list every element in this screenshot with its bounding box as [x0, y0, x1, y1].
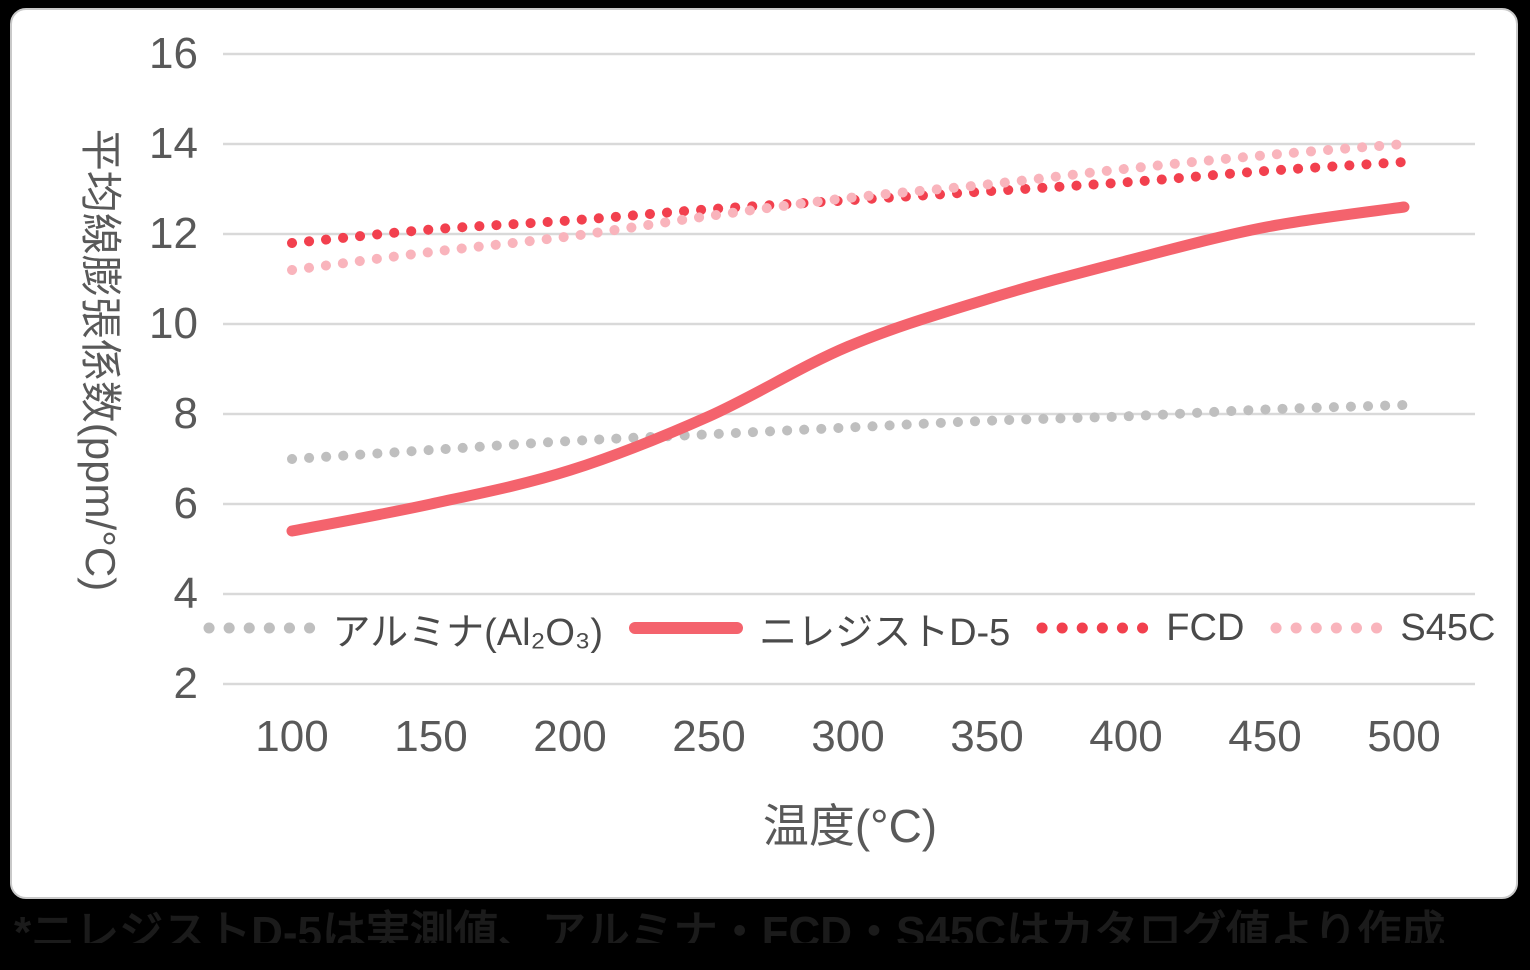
y-tick-label: 2	[173, 659, 198, 708]
x-tick-label: 100	[255, 712, 329, 761]
caption: *ニレジストD-5は実測値、アルミナ・FCD・S45Cはカタログ値より作成	[14, 908, 1446, 943]
x-tick-label: 300	[811, 712, 885, 761]
legend-label-fcd: FCD	[1166, 606, 1245, 649]
legend-item-fcd: FCD	[1036, 607, 1244, 650]
y-tick-label: 12	[149, 209, 198, 258]
y-tick-label: 16	[149, 29, 198, 78]
y-tick-label: 10	[149, 299, 198, 348]
x-tick-label: 150	[394, 712, 468, 761]
x-tick-label: 400	[1089, 712, 1163, 761]
legend-swatch-alumina	[203, 622, 317, 634]
y-tick-label: 4	[173, 569, 198, 618]
legend-label-niresist-d5: ニレジストD-5	[759, 611, 1011, 654]
legend-label-s45c: S45C	[1400, 606, 1496, 649]
x-tick-label: 350	[950, 712, 1024, 761]
x-tick-label: 200	[533, 712, 607, 761]
x-axis-title: 温度(°C)	[762, 800, 938, 852]
y-tick-label: 6	[173, 479, 198, 528]
x-tick-label: 250	[672, 712, 746, 761]
y-tick-label: 8	[173, 389, 198, 438]
legend-swatch-niresist-d5	[629, 622, 744, 634]
chart-card	[10, 8, 1518, 899]
x-tick-label: 500	[1367, 712, 1441, 761]
y-axis-title: 平均線膨張係数(ppm/°C)	[77, 128, 124, 592]
legend-swatch-fcd	[1036, 622, 1150, 634]
legend-item-alumina: アルミナ(Al₂O₃)	[203, 601, 604, 656]
legend-swatch-s45c	[1270, 622, 1384, 634]
x-tick-label: 450	[1228, 712, 1302, 761]
legend: アルミナ(Al₂O₃) ニレジストD-5 FCD S45C	[203, 601, 1495, 656]
legend-label-alumina: アルミナ(Al₂O₃)	[332, 611, 604, 654]
legend-item-niresist-d5: ニレジストD-5	[629, 601, 1010, 656]
legend-item-s45c: S45C	[1270, 607, 1495, 650]
y-tick-label: 14	[149, 119, 198, 168]
